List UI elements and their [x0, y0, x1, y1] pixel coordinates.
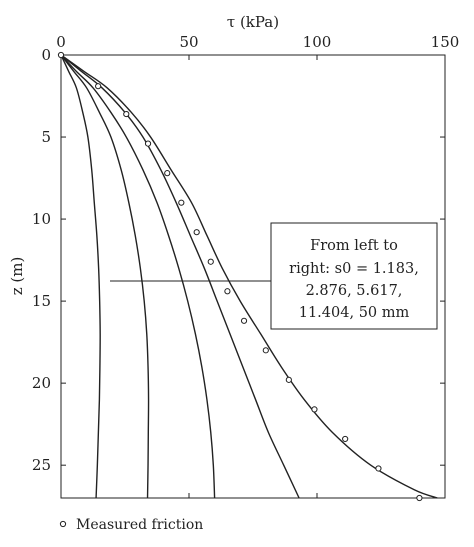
measured-point — [164, 170, 171, 177]
y-tick-label: 25 — [32, 456, 51, 474]
annotation-box — [270, 222, 438, 330]
x-tick-label: 50 — [179, 33, 198, 51]
x-axis-label: τ (kPa) — [227, 13, 279, 31]
measured-point — [224, 288, 231, 295]
measured-point — [178, 199, 185, 206]
annotation-line-1: From left to — [310, 238, 398, 254]
y-tick-label: 5 — [41, 128, 51, 146]
y-tick-label: 20 — [32, 374, 51, 392]
legend: Measured friction — [59, 517, 203, 533]
series-line-2 — [60, 54, 150, 499]
annotation-line-2: right: s0 = 1.183, — [289, 261, 419, 277]
series-line-3 — [60, 54, 216, 499]
measured-point — [240, 317, 248, 324]
legend-marker — [59, 520, 67, 528]
annotation-line-4: 11.404, 50 mm — [299, 305, 410, 321]
measured-point — [207, 258, 214, 265]
measured-points — [57, 51, 423, 502]
series-layer — [60, 54, 438, 499]
measured-point — [285, 376, 292, 383]
y-tick-label: 0 — [41, 46, 51, 64]
y-axis-label: z (m) — [8, 257, 26, 296]
x-tick-label: 0 — [56, 33, 66, 51]
series-line-4 — [60, 54, 300, 499]
measured-point — [416, 494, 423, 502]
series-line-5 — [60, 54, 438, 499]
measured-point — [193, 229, 200, 236]
measured-point — [95, 83, 102, 90]
measured-point — [123, 110, 130, 118]
legend-label: Measured friction — [76, 517, 203, 533]
measured-point — [342, 435, 349, 443]
measured-point — [311, 406, 318, 413]
measured-point — [262, 347, 269, 354]
plot-frame — [60, 54, 446, 499]
y-tick-label: 10 — [32, 210, 51, 228]
series-line-1 — [60, 54, 101, 499]
axes: 0 50 100 150 0 5 10 15 20 25 — [32, 33, 460, 499]
annotation: From left to right: s0 = 1.183, 2.876, 5… — [110, 222, 438, 330]
x-tick-label: 150 — [431, 33, 460, 51]
y-tick-label: 15 — [32, 292, 51, 310]
annotation-line-3: 2.876, 5.617, — [306, 283, 403, 299]
measured-point — [375, 465, 382, 472]
measured-point — [57, 51, 65, 59]
measured-point — [144, 140, 152, 147]
x-tick-label: 100 — [303, 33, 332, 51]
